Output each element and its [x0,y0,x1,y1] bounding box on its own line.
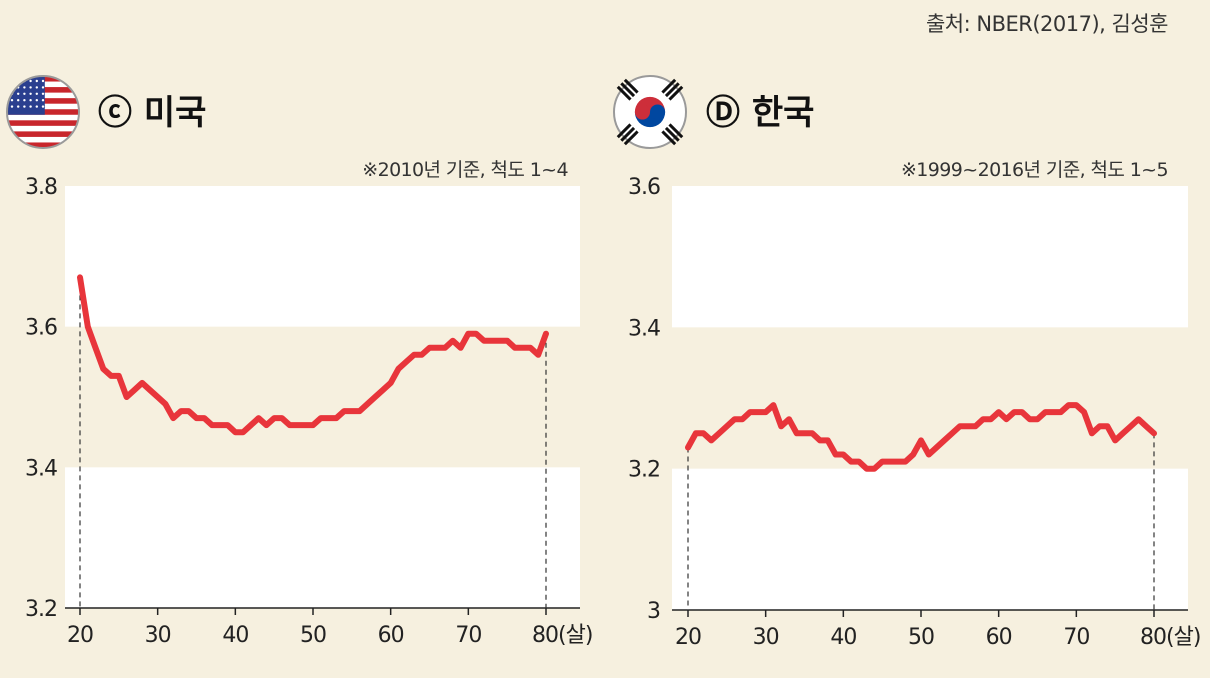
chart-title: Ⓓ 한국 [706,93,814,133]
white-band-2 [672,468,1188,610]
series-line [77,274,549,436]
y-tick-label: 3.4 [628,316,660,341]
y-tick-label: 3.2 [25,597,57,622]
chart-country: 한국 [752,93,815,133]
white-band-2 [65,467,580,608]
scale-note: ※1999~2016년 기준, 척도 1~5 [901,159,1168,181]
y-tick-label: 3.8 [25,175,57,200]
usa-flag-icon [6,75,80,149]
y-tick-label: 3.6 [25,316,57,341]
x-tick-label: 60 [378,623,404,648]
chart-badge: Ⓓ [706,93,752,133]
chart-badge: ⓒ [98,93,144,133]
series-line [685,402,1157,472]
scale-note: ※2010년 기준, 척도 1~4 [362,159,568,181]
x-tick-label: 60 [986,625,1012,650]
x-tick-label: 70 [1063,625,1089,650]
x-tick-label: 30 [753,625,779,650]
x-tick-label: 80(살) [532,623,592,648]
chart-country: 미국 [144,93,207,133]
white-band-1 [672,186,1188,328]
x-tick-label: 80(살) [1140,625,1200,650]
korea-flag-icon [613,75,687,149]
chart-panel-1: ⓒ 미국 ※2010년 기준, 척도 1~4 3.2 3.4 3.6 3.8 20 30 40 5… [6,75,593,648]
y-tick-label: 3.4 [25,456,57,481]
x-tick-label: 50 [908,625,934,650]
x-tick-label: 30 [145,623,171,648]
chart-panel-2: Ⓓ 한국 ※1999~2016년 기준, 척도 1~5 3 3.2 3.4 3.6 20 30… [613,75,1201,650]
y-tick-label: 3 [647,599,660,624]
y-tick-label: 3.2 [628,458,660,483]
x-tick-label: 20 [67,623,93,648]
x-tick-label: 20 [675,625,701,650]
chart-title: ⓒ 미국 [98,93,206,133]
x-tick-label: 50 [300,623,326,648]
white-band-1 [65,186,580,327]
x-tick-label: 40 [830,625,856,650]
y-tick-label: 3.6 [628,175,660,200]
x-tick-label: 40 [222,623,248,648]
x-tick-label: 70 [455,623,481,648]
source-note: 출처: NBER(2017), 김성훈 [925,12,1169,36]
